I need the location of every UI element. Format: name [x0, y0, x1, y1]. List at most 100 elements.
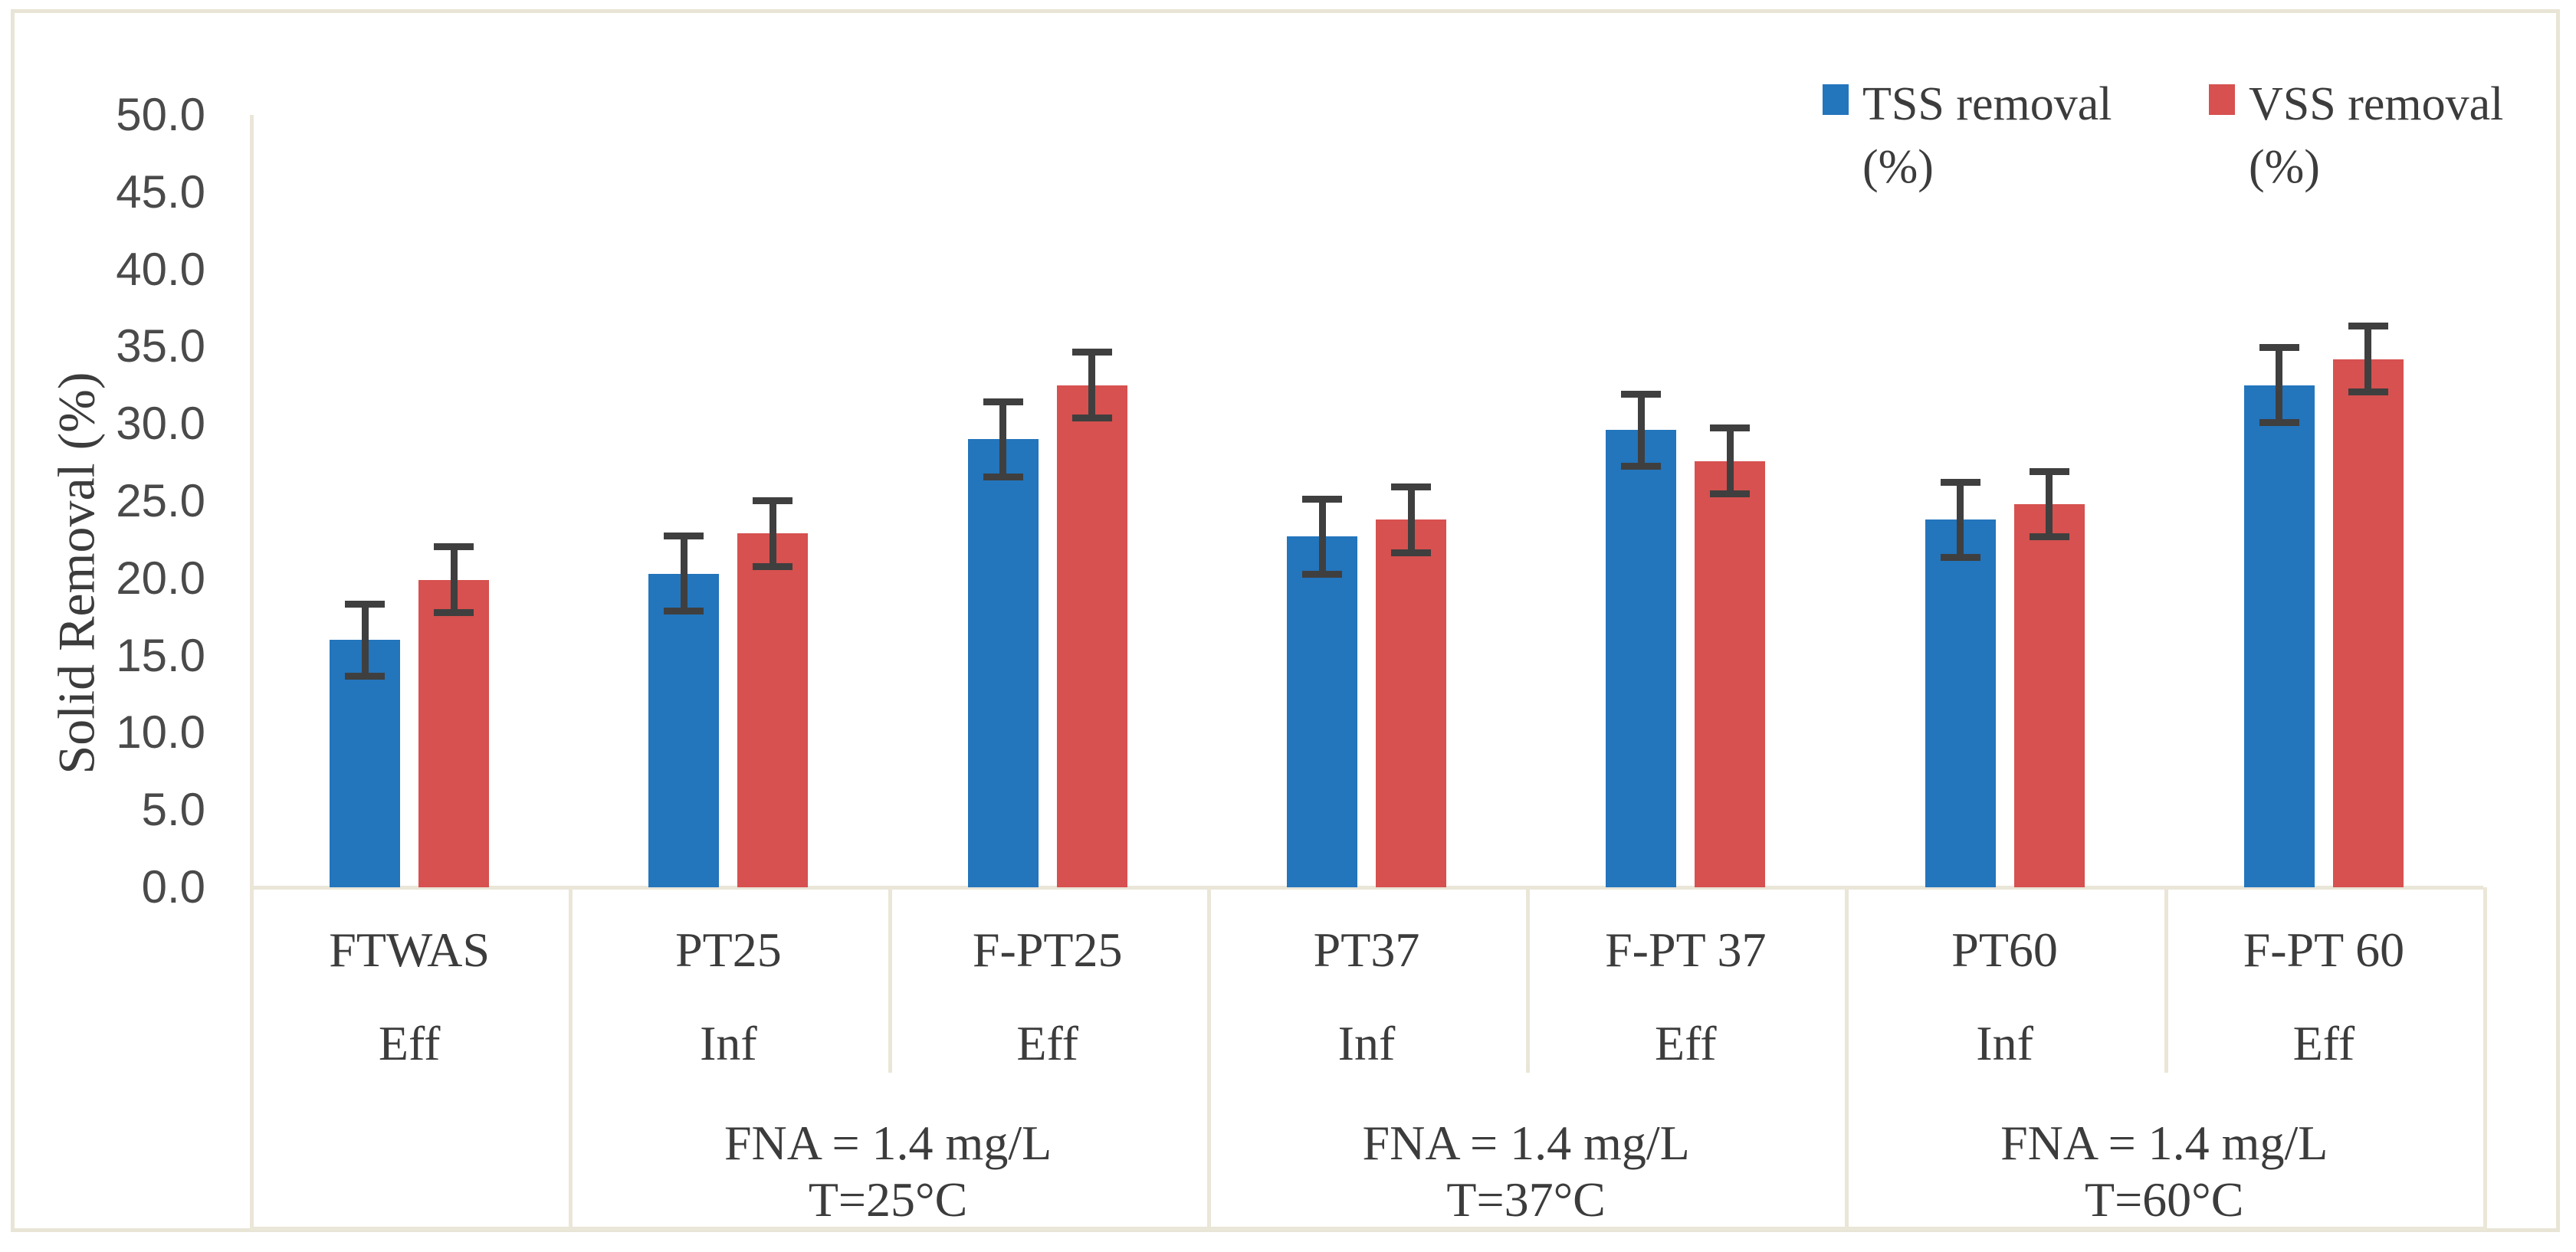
category-label-F-PT25: F-PT25: [972, 923, 1123, 977]
error-bar-whisker: [680, 538, 687, 610]
error-bar-whisker: [2276, 349, 2283, 421]
y-tick-label: 35.0: [116, 320, 205, 372]
error-bar-cap-top: [345, 601, 386, 608]
legend-label: TSS removal (%): [1862, 78, 2112, 193]
error-bar-cap-bottom: [2029, 533, 2069, 541]
category-separator-line: [888, 887, 892, 1073]
error-bar-cap-top: [2259, 344, 2299, 352]
error-bar-cap-top: [2348, 323, 2388, 330]
error-bar-whisker: [769, 503, 776, 565]
error-bar-whisker: [2046, 473, 2053, 536]
flow-label: Inf: [700, 1016, 757, 1070]
error-bar-cap-top: [983, 398, 1023, 405]
error-bar-whisker: [1407, 488, 1415, 551]
category-separator-line: [2164, 887, 2168, 1073]
y-tick-label: 50.0: [116, 89, 205, 140]
category-label-PT60: PT60: [1951, 923, 2058, 977]
legend-item-vss: VSS removal (%): [2209, 74, 2576, 199]
error-bar-cap-bottom: [664, 608, 704, 615]
category-label-FTWAS: FTWAS: [329, 923, 491, 977]
flow-label: Inf: [1976, 1016, 2033, 1070]
error-bar-cap-bottom: [2348, 388, 2388, 395]
bar-tss-F-PT 60: [2243, 385, 2315, 887]
y-tick-label: 20.0: [116, 552, 205, 604]
flow-label: Eff: [2292, 1016, 2355, 1070]
bar-tss-PT37: [1287, 536, 1357, 887]
category-label-PT37: PT37: [1313, 923, 1420, 977]
error-bar-cap-top: [1621, 390, 1662, 398]
bar-vss-F-PT 60: [2332, 359, 2404, 887]
y-tick-label: 30.0: [116, 398, 205, 450]
legend-item-tss: TSS removal (%): [1823, 74, 2206, 199]
bar-tss-F-PT25: [967, 439, 1039, 887]
error-bar-whisker: [1726, 430, 1734, 492]
group-label-temperature: T=25°C: [808, 1172, 968, 1227]
bar-tss-PT60: [1925, 519, 1996, 887]
error-bar-cap-top: [1710, 424, 1751, 432]
error-bar-whisker: [1637, 395, 1645, 464]
flow-label: Eff: [1655, 1016, 1717, 1070]
error-bar-whisker: [999, 403, 1007, 475]
label-table-right-line: [2483, 887, 2487, 1231]
y-tick-label: 45.0: [116, 166, 205, 218]
error-bar-whisker: [1318, 501, 1326, 572]
bar-vss-F-PT25: [1056, 385, 1127, 887]
category-separator-line: [569, 887, 573, 1227]
label-table-bottom-line: [250, 1227, 2487, 1231]
legend-swatch-vss-icon: [2209, 84, 2235, 115]
error-bar-cap-top: [2029, 467, 2069, 475]
error-bar-whisker: [1088, 354, 1096, 417]
error-bar-cap-bottom: [1940, 553, 1980, 561]
error-bar-cap-bottom: [1391, 549, 1431, 556]
flow-label: Eff: [378, 1016, 441, 1070]
bar-vss-F-PT 37: [1695, 460, 1766, 887]
error-bar-cap-bottom: [2259, 419, 2299, 427]
error-bar-cap-top: [753, 497, 793, 505]
group-label-fna: FNA = 1.4 mg/L: [1362, 1116, 1690, 1170]
y-tick-label: 40.0: [116, 243, 205, 295]
bar-vss-FTWAS: [418, 579, 490, 887]
y-axis-line: [250, 115, 254, 1231]
error-bar-whisker: [450, 549, 458, 611]
error-bar-cap-top: [434, 543, 474, 551]
error-bar-cap-bottom: [753, 562, 793, 570]
category-label-F-PT 60: F-PT 60: [2243, 923, 2405, 977]
error-bar-cap-bottom: [983, 473, 1023, 480]
error-bar-cap-top: [1940, 478, 1980, 486]
category-label-PT25: PT25: [675, 923, 782, 977]
flow-label: Inf: [1337, 1016, 1396, 1070]
error-bar-cap-top: [664, 533, 704, 540]
bar-tss-PT25: [648, 573, 720, 887]
category-separator-line: [1845, 887, 1849, 1227]
x-axis-line: [250, 886, 2483, 890]
error-bar-cap-top: [1071, 349, 1112, 356]
y-tick-label: 5.0: [141, 784, 205, 836]
error-bar-cap-bottom: [1621, 462, 1662, 470]
bar-tss-FTWAS: [330, 640, 401, 887]
error-bar-whisker: [2364, 328, 2372, 390]
y-tick-label: 25.0: [116, 475, 205, 526]
y-tick-label: 10.0: [116, 706, 205, 759]
category-separator-line: [1207, 887, 1211, 1227]
error-bar-cap-top: [1391, 483, 1431, 490]
legend-swatch-tss-icon: [1823, 84, 1849, 115]
error-bar-cap-top: [1302, 496, 1342, 503]
bar-vss-PT37: [1376, 519, 1446, 887]
error-bar-whisker: [361, 606, 369, 674]
error-bar-cap-bottom: [345, 672, 386, 680]
y-tick-label: 15.0: [116, 629, 205, 681]
category-label-F-PT 37: F-PT 37: [1605, 923, 1767, 977]
bar-vss-PT60: [2013, 504, 2085, 887]
group-label-fna: FNA = 1.4 mg/L: [2000, 1116, 2328, 1170]
group-label-temperature: T=60°C: [2084, 1172, 2244, 1227]
group-label-fna: FNA = 1.4 mg/L: [724, 1116, 1052, 1170]
error-bar-cap-bottom: [1071, 415, 1112, 422]
legend-label: VSS removal (%): [2249, 78, 2504, 193]
bar-tss-F-PT 37: [1606, 430, 1677, 887]
category-separator-line: [1526, 887, 1530, 1073]
bar-vss-PT25: [737, 533, 809, 887]
group-label-temperature: T=37°C: [1446, 1172, 1606, 1227]
error-bar-cap-bottom: [434, 609, 474, 617]
error-bar-whisker: [1957, 483, 1964, 556]
